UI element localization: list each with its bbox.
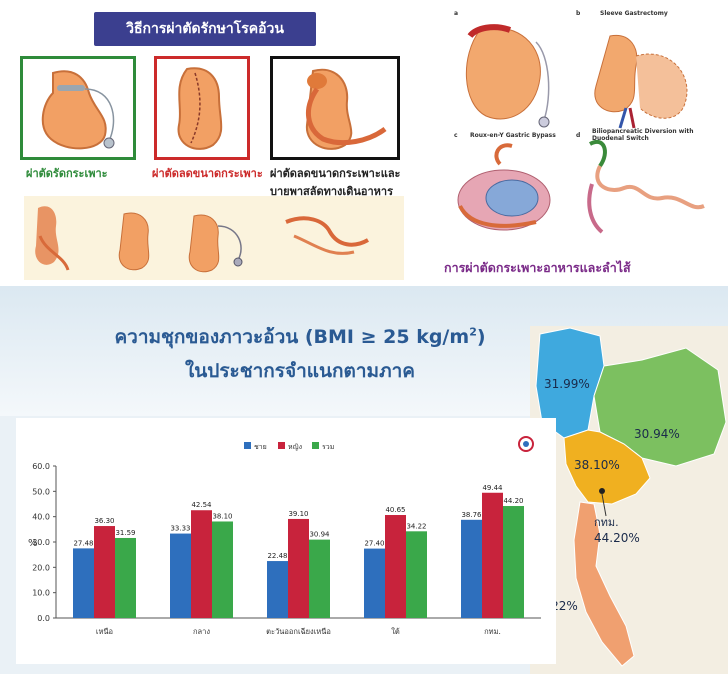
bar-ชาย (73, 548, 94, 618)
bar-รวม (503, 506, 524, 618)
bar-value-label: 49.44 (482, 484, 503, 492)
bar-value-label: 27.40 (364, 540, 384, 548)
legend-swatch (278, 442, 285, 449)
sleeve-gastrectomy-image (154, 56, 250, 160)
panel-d-label: d (576, 132, 581, 139)
bar-value-label: 30.94 (309, 531, 330, 539)
gi-anatomy-illustrations (457, 24, 705, 234)
bar-value-label: 31.59 (115, 529, 135, 537)
bar-value-label: 40.65 (385, 506, 405, 514)
bar-รวม (406, 531, 427, 618)
bar-ชาย (267, 561, 288, 618)
x-tick-label: กทม. (484, 627, 501, 636)
map-label-bangkok-value: 44.20% (594, 531, 640, 545)
bangkok-marker (599, 488, 605, 494)
bar-value-label: 39.10 (288, 510, 308, 518)
x-tick-label: เหนือ (96, 627, 113, 636)
bar-หญิง (482, 492, 503, 618)
legend-swatch (244, 442, 251, 449)
bar-value-label: 34.22 (406, 522, 426, 530)
gastric-band-image (20, 56, 136, 160)
procedure-thumbnails (24, 196, 404, 280)
bar-รวม (115, 537, 136, 618)
bar-ชาย (170, 533, 191, 618)
y-tick-label: 40.0 (32, 513, 50, 522)
map-label-bangkok: กทม. (594, 516, 619, 529)
map-region-north (535, 327, 605, 439)
legend-label: รวม (322, 443, 334, 451)
bar-หญิง (385, 515, 406, 618)
y-tick-label: 0.0 (37, 614, 50, 623)
map-region-northeast (593, 347, 727, 467)
bar-value-label: 27.48 (73, 539, 93, 547)
y-tick-label: 10.0 (32, 589, 50, 598)
bar-หญิง (94, 526, 115, 618)
bar-หญิง (191, 510, 212, 618)
bar-รวม (212, 521, 233, 618)
bar-หญิง (288, 518, 309, 618)
bar-รวม (309, 539, 330, 618)
bar-ชาย (461, 519, 482, 618)
surgery-methods-panel: วิธีการผ่าตัดรักษาโรคอ้วน ผ่าตัดรัดกระเพ… (0, 0, 415, 286)
map-label-north: 31.99% (544, 377, 590, 391)
surgery-methods-title: วิธีการผ่าตัดรักษาโรคอ้วน (94, 12, 316, 46)
bar-value-label: 38.10 (212, 512, 232, 520)
legend-label: ชาย (254, 443, 267, 451)
panel-c-label: c (454, 132, 458, 139)
y-axis-label: % (28, 538, 38, 549)
y-tick-label: 60.0 (32, 462, 50, 471)
y-tick-label: 20.0 (32, 563, 50, 572)
x-tick-label: กลาง (193, 627, 210, 636)
prevalence-bar-chart: ชาย หญิง รวม 0.0 10.0 20.0 30.0 40.0 50.0 60.0% เ… (16, 418, 556, 664)
bar-value-label: 22.48 (267, 552, 287, 560)
chart-legend: ชาย หญิง รวม (244, 442, 334, 451)
bar-value-label: 42.54 (191, 501, 212, 509)
sleeve-caption: ผ่าตัดลดขนาดกระเพาะ (152, 167, 263, 180)
bar-chart-svg: ชาย หญิง รวม 0.0 10.0 20.0 30.0 40.0 50.0 60.0% เ… (28, 436, 541, 636)
x-tick-label: ตะวันออกเฉียงเหนือ (266, 627, 331, 636)
y-tick-label: 50.0 (32, 487, 50, 496)
gi-surgery-caption: การผ่าตัดกระเพาะอาหารและลำไส้ (444, 260, 631, 275)
map-label-central: 38.10% (574, 458, 620, 472)
bar-value-label: 33.33 (170, 525, 190, 533)
chart-logo (518, 436, 534, 452)
gastric-band-caption: ผ่าตัดรัดกระเพาะ (26, 167, 108, 180)
legend-label: หญิง (288, 443, 302, 451)
legend-swatch (312, 442, 319, 449)
prevalence-heading-line1: ความชุกของภาวะอ้วน (BMI ≥ 25 kg/m2) (114, 325, 486, 348)
gi-surgery-panel: a b Sleeve Gastrectomy c Roux-en-Y Gastr… (440, 0, 728, 286)
x-tick-label: ใต้ (391, 627, 400, 636)
bar-ชาย (364, 548, 385, 618)
bar-value-label: 36.30 (94, 517, 114, 525)
map-region-central (563, 429, 651, 505)
map-region-south (573, 501, 635, 667)
panel-a-label: a (454, 10, 459, 17)
bar-value-label: 44.20 (503, 497, 523, 505)
thailand-region-map: 31.99% 30.94% 38.10% กทม. 44.20% 34.22% (530, 326, 728, 674)
panel-b-label: b (576, 10, 581, 17)
panel-b-title: Sleeve Gastrectomy (600, 10, 668, 17)
gastric-bypass-image (270, 56, 400, 160)
bypass-caption-line1: ผ่าตัดลดขนาดกระเพาะและ (270, 167, 401, 180)
panel-c-title: Roux-en-Y Gastric Bypass (470, 132, 556, 139)
y-tick-label: 30.0 (32, 538, 50, 547)
panel-d-title: Biliopancreatic Diversion with Duodenal … (592, 128, 694, 142)
bypass-caption-line2: บายพาสลัดทางเดินอาหาร (270, 185, 393, 198)
prevalence-heading-line2: ในประชากรจำแนกตามภาค (185, 360, 415, 382)
map-label-northeast: 30.94% (634, 427, 680, 441)
bar-value-label: 38.76 (461, 511, 482, 519)
